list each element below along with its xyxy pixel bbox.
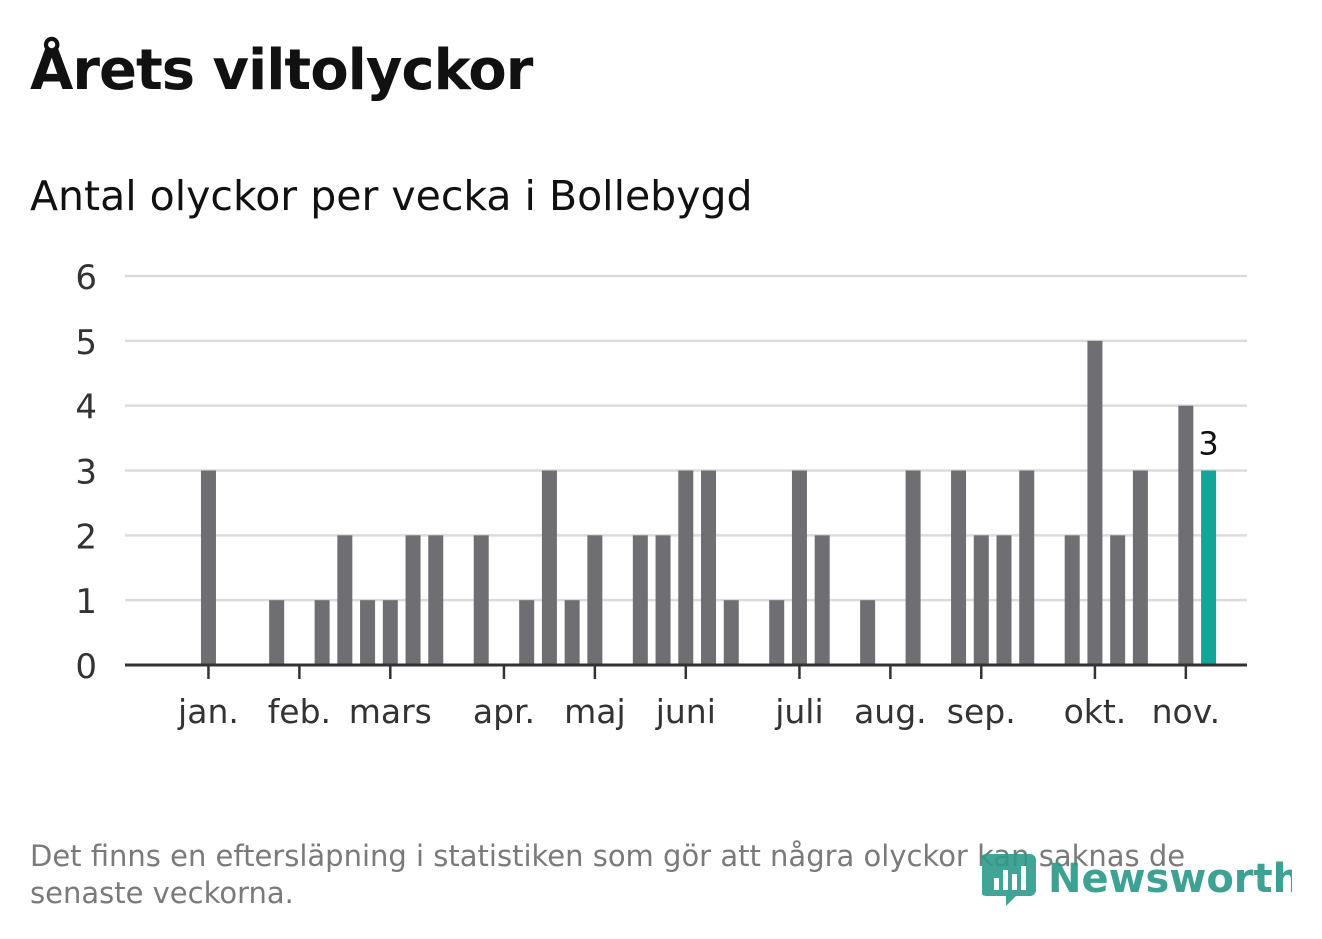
bar xyxy=(632,535,648,665)
bar xyxy=(314,600,330,665)
x-axis xyxy=(125,663,1247,679)
bar xyxy=(678,470,694,665)
bar xyxy=(1110,535,1126,665)
bar xyxy=(996,535,1012,665)
bar xyxy=(905,470,921,665)
bar-chart: 0 1 2 3 4 5 6 jan. feb. mars apr. maj juni juli aug. se… xyxy=(75,258,1247,731)
bar xyxy=(1087,340,1103,665)
bar xyxy=(1019,470,1035,665)
y-tick-label: 4 xyxy=(75,388,97,428)
bar xyxy=(769,600,785,665)
y-tick-label: 6 xyxy=(75,258,97,298)
bar xyxy=(791,470,807,665)
bar xyxy=(655,535,671,665)
bar xyxy=(1178,405,1194,665)
y-tick-label: 2 xyxy=(75,517,97,557)
y-tick-label: 3 xyxy=(75,453,97,493)
bar xyxy=(723,600,739,665)
y-tick-label: 1 xyxy=(75,582,97,622)
x-tick-label: sep. xyxy=(947,692,1016,731)
bar-highlight xyxy=(1201,470,1217,665)
bar xyxy=(1064,535,1080,665)
bar xyxy=(269,600,285,665)
bars xyxy=(200,340,1217,665)
bar xyxy=(860,600,876,665)
newsworthy-logo[interactable]: Newsworthy xyxy=(982,848,1292,912)
bar xyxy=(519,600,535,665)
bar xyxy=(564,600,580,665)
logo-text: Newsworthy xyxy=(1048,856,1292,902)
bar xyxy=(701,470,717,665)
chart-subtitle: Antal olyckor per vecka i Bollebygd xyxy=(30,172,753,220)
bar xyxy=(973,535,989,665)
bar xyxy=(1132,470,1148,665)
x-tick-label: maj xyxy=(564,692,626,731)
x-tick-label: okt. xyxy=(1064,692,1127,731)
bar xyxy=(360,600,376,665)
bar xyxy=(587,535,603,665)
x-tick-label: jan. xyxy=(177,692,239,731)
chart-title: Årets viltolyckor xyxy=(30,38,533,103)
x-tick-label: apr. xyxy=(473,692,535,731)
bar xyxy=(473,535,489,665)
bar xyxy=(814,535,830,665)
bar xyxy=(337,535,353,665)
x-tick-label: juli xyxy=(774,692,823,731)
x-tick-label: aug. xyxy=(854,692,927,731)
bar xyxy=(951,470,967,665)
bar xyxy=(200,470,216,665)
bar xyxy=(541,470,557,665)
labels: 0 1 2 3 4 5 6 jan. feb. mars apr. maj juni juli aug. se… xyxy=(75,258,1220,731)
bar xyxy=(405,535,421,665)
newsworthy-icon xyxy=(982,854,1036,906)
x-tick-label: feb. xyxy=(268,692,331,731)
bar xyxy=(382,600,398,665)
x-tick-label: nov. xyxy=(1152,692,1221,731)
bar xyxy=(428,535,444,665)
y-tick-label: 0 xyxy=(75,647,97,687)
y-tick-label: 5 xyxy=(75,323,97,363)
x-tick-label: juni xyxy=(655,692,716,731)
highlight-value-label: 3 xyxy=(1198,425,1218,463)
x-tick-label: mars xyxy=(349,692,432,731)
